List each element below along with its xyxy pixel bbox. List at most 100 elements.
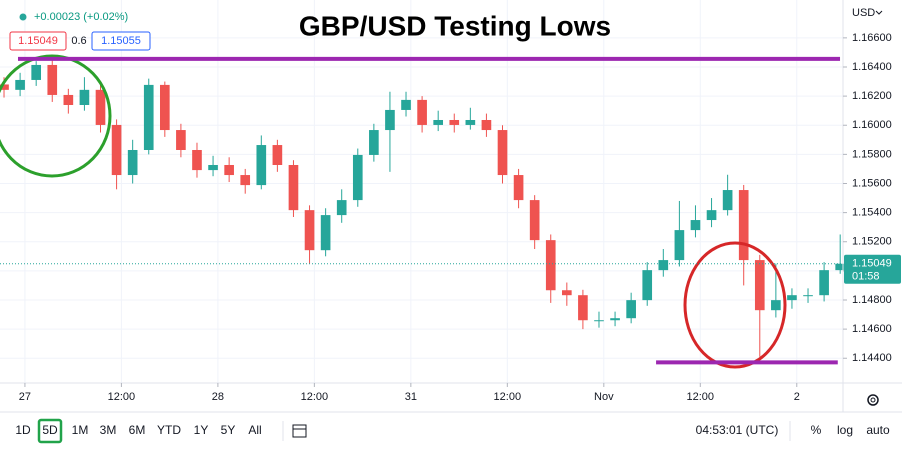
range-button[interactable]: All xyxy=(248,423,261,437)
candle-body xyxy=(127,149,138,176)
y-tick-label: 1.15200 xyxy=(852,236,892,248)
scale-option[interactable]: % xyxy=(811,423,822,437)
x-tick-label: 27 xyxy=(19,391,31,403)
candle-body xyxy=(385,109,395,131)
green-circle xyxy=(0,54,112,178)
selected-range-box xyxy=(37,418,63,444)
candle-body xyxy=(449,119,460,125)
candle-body xyxy=(497,130,508,176)
x-tick-label: 12:00 xyxy=(301,391,329,403)
ask-box[interactable] xyxy=(91,31,151,51)
currency-chevron xyxy=(875,10,883,15)
y-tick-label: 1.14800 xyxy=(852,294,892,306)
range-button[interactable]: 5D xyxy=(42,423,58,437)
candle-body xyxy=(79,89,90,105)
y-tick-label: 1.16200 xyxy=(852,90,892,102)
candle-body xyxy=(465,119,476,125)
gear xyxy=(867,394,879,406)
candle-body xyxy=(819,270,829,296)
range-button[interactable]: YTD xyxy=(157,423,181,437)
y-tick-label: 1.16000 xyxy=(852,119,892,131)
y-tick-label: 1.15400 xyxy=(852,207,892,219)
candle-body xyxy=(626,300,636,319)
y-tick-label: 1.14400 xyxy=(852,352,892,364)
ask-price: 1.15055 xyxy=(101,35,141,47)
x-tick-label: 31 xyxy=(405,391,417,403)
plot-area xyxy=(0,59,846,357)
candle-body xyxy=(176,130,186,150)
candle-body xyxy=(433,119,444,125)
candle-body xyxy=(288,164,299,211)
x-tick-label: 12:00 xyxy=(108,391,136,403)
scale-option[interactable]: log xyxy=(837,423,853,437)
bid-box[interactable] xyxy=(9,31,67,51)
gear-center xyxy=(870,397,876,403)
candle-body xyxy=(690,220,701,231)
candle-body xyxy=(272,145,283,165)
candle-body xyxy=(401,99,411,110)
range-button[interactable]: 1D xyxy=(15,423,31,437)
candle-body xyxy=(208,164,218,171)
settings-icon[interactable] xyxy=(867,394,879,406)
range-button[interactable]: 6M xyxy=(129,423,146,437)
candle-body xyxy=(31,64,42,80)
candle-body xyxy=(240,175,251,186)
y-tick-label: 1.15600 xyxy=(852,177,892,189)
candle-body xyxy=(47,64,58,95)
chart-title: GBP/USD Testing Lows xyxy=(299,10,611,41)
candle-body xyxy=(336,200,347,216)
countdown: 01:58 xyxy=(852,271,880,283)
range-button[interactable]: 1M xyxy=(72,423,89,437)
candle-body xyxy=(304,210,315,251)
range-button[interactable]: 1Y xyxy=(194,423,209,437)
candle-body xyxy=(369,130,379,155)
red-circle xyxy=(683,241,787,369)
x-tick-label: 12:00 xyxy=(687,391,715,403)
calendar-icon[interactable] xyxy=(292,424,307,438)
candle-body xyxy=(513,175,524,201)
candle-body xyxy=(562,290,572,296)
candle-body xyxy=(15,79,25,90)
candle-body xyxy=(594,320,604,322)
candle-body xyxy=(545,240,556,291)
candle-body xyxy=(722,190,733,211)
price-change: +0.00023 (+0.02%) xyxy=(34,11,128,23)
x-tick-label: 28 xyxy=(212,391,224,403)
candle-body xyxy=(352,154,363,201)
clock: 04:53:01 (UTC) xyxy=(696,423,779,437)
candle-body xyxy=(738,190,749,261)
candle-body xyxy=(95,89,106,125)
scale-option[interactable]: auto xyxy=(866,423,890,437)
candle-body xyxy=(256,145,267,186)
candle-body xyxy=(63,94,74,105)
candle-body xyxy=(674,230,685,261)
candle-body xyxy=(803,295,813,297)
calendar-frame xyxy=(292,424,307,438)
candle-body xyxy=(111,124,122,176)
y-tick-label: 1.15800 xyxy=(852,148,892,160)
candle-body xyxy=(0,84,9,90)
candle-body xyxy=(224,164,234,176)
y-tick-label: 1.16400 xyxy=(852,61,892,73)
candle-body xyxy=(159,84,170,131)
candle-body xyxy=(143,84,154,150)
x-tick-label: Nov xyxy=(594,391,614,403)
range-button[interactable]: 5Y xyxy=(221,423,236,437)
last-price-box xyxy=(844,254,901,284)
y-tick-label: 1.14600 xyxy=(852,323,892,335)
candle-body xyxy=(578,295,588,321)
status-dot xyxy=(19,13,27,21)
candle-body xyxy=(417,99,427,125)
range-button[interactable]: 3M xyxy=(100,423,117,437)
candle-body xyxy=(481,119,492,131)
candle-body xyxy=(754,260,765,311)
y-tick-label: 1.16600 xyxy=(852,32,892,44)
currency[interactable]: USD xyxy=(852,7,875,19)
candle-body xyxy=(610,318,620,321)
candle-body xyxy=(192,149,202,171)
spread: 0.6 xyxy=(71,35,86,47)
candle-body xyxy=(642,270,653,301)
candle-body xyxy=(787,295,797,301)
